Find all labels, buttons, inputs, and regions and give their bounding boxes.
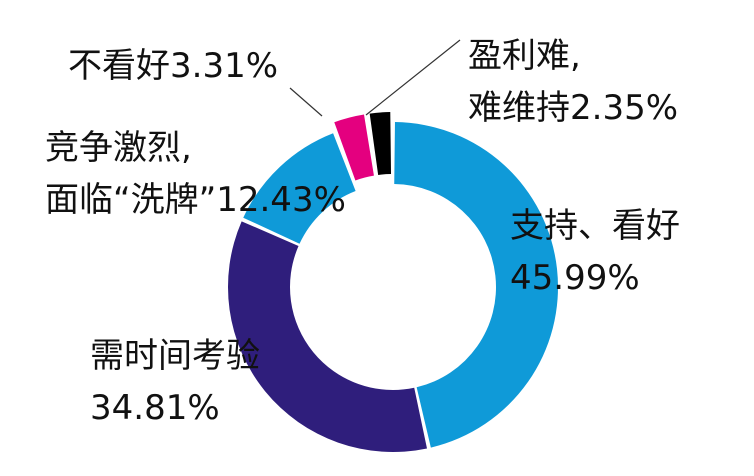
- value-label: 45.99%: [510, 258, 640, 298]
- slice-label: 不看好3.31%: [68, 40, 328, 92]
- slice-label: 支持、看好 45.99%: [510, 200, 730, 304]
- slice-label: 竞争激烈,面临“洗牌”12.43%: [45, 122, 346, 226]
- donut-slice: [334, 114, 374, 181]
- category-label: 支持、看好: [510, 206, 680, 246]
- value-label: 3.31%: [170, 46, 279, 86]
- category-label: 盈利难,难维持: [468, 36, 581, 128]
- leader-line: [289, 87, 323, 117]
- donut-slice: [369, 112, 392, 175]
- slice-label: 盈利难,难维持2.35%: [468, 30, 678, 134]
- leader-line: [365, 39, 461, 116]
- donut-slice: [243, 133, 356, 244]
- value-label: 12.43%: [216, 180, 346, 220]
- value-label: 2.35%: [570, 88, 679, 128]
- donut-slice: [394, 122, 559, 448]
- value-label: 34.81%: [90, 388, 220, 428]
- category-label: 不看好: [68, 46, 170, 86]
- category-label: 竞争激烈,面临“洗牌”: [45, 128, 217, 220]
- donut-slice: [227, 221, 427, 452]
- slice-label: 需时间考验 34.81%: [90, 330, 310, 434]
- category-label: 需时间考验: [90, 336, 260, 376]
